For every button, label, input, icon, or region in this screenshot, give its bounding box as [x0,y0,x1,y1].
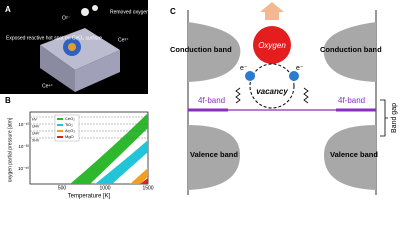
panel-label: C [170,7,176,16]
level-label: XHV [32,138,40,142]
panel-label: A [5,5,11,14]
x-label: Temperature [K] [68,194,111,200]
electron-label: e⁻ [240,65,248,72]
legend-label: TiO₂ [65,122,73,127]
annotation: Ce⁴⁺ [42,83,54,89]
legend-label: MgO [65,134,74,139]
x-tick-label: 500 [58,185,67,191]
level-label: HV [32,117,38,121]
y-tick-label: 10⁻¹⁰ [18,122,29,127]
x-tick-label: 1500 [142,185,153,191]
electron [245,71,255,81]
y-tick-label: 10⁻³⁰ [18,144,29,149]
annotation: Ce³⁺ [118,37,129,43]
annotation: Removed oxygen ions [110,9,160,15]
vacancy-circle [249,63,295,109]
level-label: UHV [32,131,40,135]
electron-label: e⁻ [296,65,304,72]
vacancy-label: vacancy [256,87,288,96]
level-label: UHV [32,124,40,128]
oxygen-label: Oxygen [258,41,286,50]
transition-arrow [303,87,309,104]
legend-label: Al₂O₃ [65,128,75,133]
valence-band [324,125,376,190]
band-label: Valence band [190,150,238,159]
f-band-label: 4f-band [198,96,225,105]
y-label: oxygen partial pressure [atm] [7,117,13,182]
conduction-band [188,22,241,82]
band-label: Conduction band [320,45,382,54]
oxygen-atom [253,26,291,64]
band-gap-label: Band gap [391,103,398,133]
bands [70,113,148,184]
figure: A O²⁻ Removed oxygen ions Exposed reacti… [0,0,398,200]
electron [289,71,299,81]
legend-label: CeO₂ [65,116,75,121]
panel-label: B [5,96,11,105]
conduction-band [323,22,376,82]
band-label: Conduction band [170,45,232,54]
x-tick-label: 1000 [99,185,110,191]
annotation: Exposed reactive hot spot on CeO₂ surfac… [6,35,102,41]
crystal [40,5,120,92]
band-label: Valence band [330,150,378,159]
gap-bracket [380,99,388,137]
annotation: O²⁻ [62,15,71,21]
band-text: Conduction band [170,45,232,54]
valence-band [188,125,240,190]
release-arrow [260,2,284,20]
f-band-label: 4f-band [338,96,365,105]
transition-arrow [235,87,241,104]
y-tick-label: 10⁻⁵⁰ [18,166,29,171]
